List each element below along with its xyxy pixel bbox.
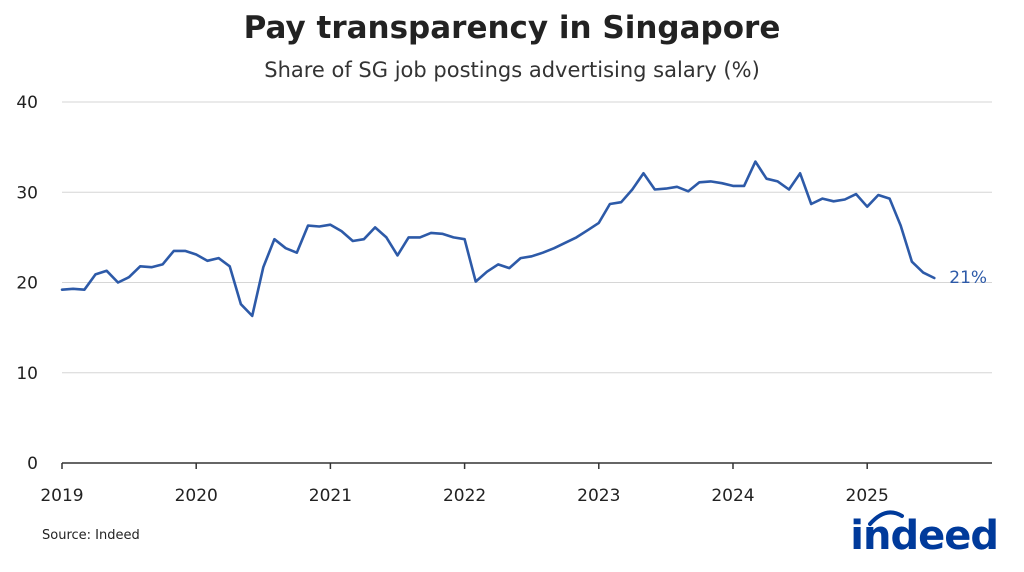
x-tick-label: 2020 xyxy=(175,486,218,506)
series-group xyxy=(60,160,936,318)
x-tick-label: 2024 xyxy=(711,486,754,506)
chart-subtitle: Share of SG job postings advertising sal… xyxy=(264,58,760,82)
series-line xyxy=(60,160,936,318)
chart-title: Pay transparency in Singapore xyxy=(243,10,781,46)
indeed-logo: indeed xyxy=(850,513,999,559)
y-tick-label: 40 xyxy=(16,93,38,113)
y-tick-label: 10 xyxy=(16,364,38,384)
x-tick-label: 2023 xyxy=(577,486,620,506)
x-tick-label: 2022 xyxy=(443,486,486,506)
x-tick-label: 2019 xyxy=(40,486,83,506)
y-tick-label: 0 xyxy=(27,454,38,474)
y-tick-label: 30 xyxy=(16,183,38,203)
end-value-label: 21% xyxy=(949,268,987,288)
x-axis-ticks: 2019 2020 2021 2022 2023 2024 2025 xyxy=(40,463,889,506)
y-tick-label: 20 xyxy=(16,274,38,294)
source-note: Source: Indeed xyxy=(42,528,140,543)
y-axis-ticks: 0 10 20 30 40 xyxy=(16,93,38,474)
x-tick-label: 2021 xyxy=(309,486,352,506)
gridlines xyxy=(62,101,992,374)
indeed-logo-arc-icon xyxy=(868,510,904,526)
x-tick-label: 2025 xyxy=(846,486,889,506)
